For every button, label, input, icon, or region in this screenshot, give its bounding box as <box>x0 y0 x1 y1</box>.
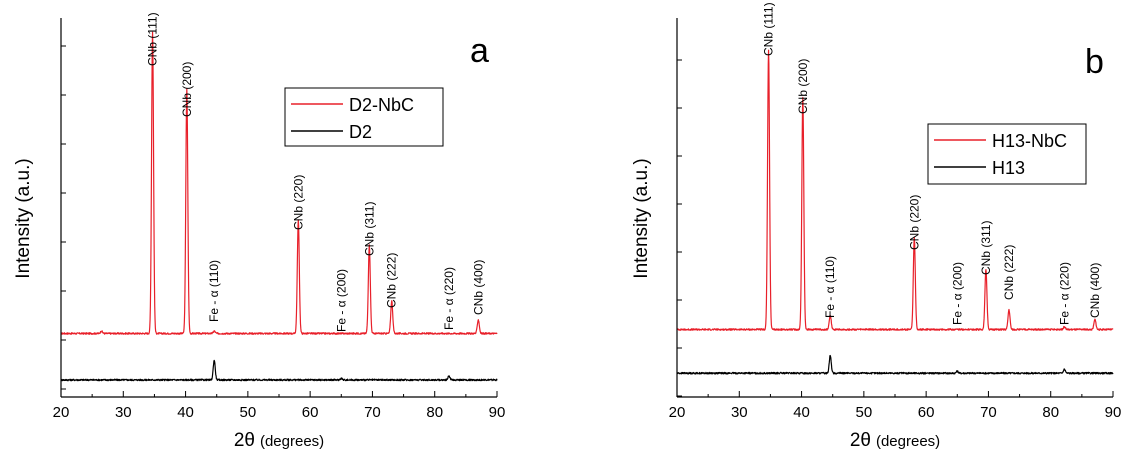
legend: H13-NbC H13 <box>927 123 1087 185</box>
panel-letter: a <box>470 32 489 70</box>
legend-entry: H13-NbC <box>992 131 1067 151</box>
peak-annotation: Fe - α (110) <box>207 260 221 322</box>
peak-annotation: CNb (311) <box>362 202 376 256</box>
peak-annotation: CNb (200) <box>180 62 194 117</box>
x-tick-label: 20 <box>53 404 70 421</box>
peak-annotation: Fe - α (200) <box>950 262 964 325</box>
peak-annotation: CNb (200) <box>796 59 810 114</box>
x-tick-label: 80 <box>1042 404 1059 421</box>
legend-entry: D2 <box>349 122 372 142</box>
legend-entry: D2-NbC <box>349 95 414 115</box>
x-axis-label-unit: (degrees) <box>260 433 324 450</box>
peak-annotation: CNb (400) <box>471 260 485 315</box>
peak-annotation: CNb (400) <box>1088 263 1102 318</box>
x-tick-label: 30 <box>115 404 132 421</box>
x-axis-label-symbol: 2θ <box>850 430 871 451</box>
legend-box <box>927 123 1087 185</box>
series-line-d2-nbc <box>60 31 498 335</box>
x-tick-label: 50 <box>240 404 257 421</box>
x-tick-label: 30 <box>731 404 748 421</box>
peak-annotation: CNb (311) <box>979 221 993 275</box>
peak-annotation: Fe - α (220) <box>1057 262 1071 325</box>
x-axis-label: 2θ (degrees) <box>234 430 324 451</box>
legend-entry: H13 <box>992 158 1025 178</box>
legend: D2-NbC D2 <box>284 87 444 147</box>
series-line-h13-nbc <box>676 49 1114 331</box>
x-tick-label: 60 <box>918 404 935 421</box>
series-line-d2 <box>60 359 498 382</box>
x-tick-label: 50 <box>856 404 873 421</box>
x-tick-label: 90 <box>1105 404 1122 421</box>
x-tick-label: 40 <box>793 404 810 421</box>
x-tick-label: 60 <box>302 404 319 421</box>
peak-annotation: Fe - α (110) <box>823 256 837 318</box>
peak-annotation: Fe - α (200) <box>334 269 348 332</box>
x-axis-label-unit: (degrees) <box>876 433 940 450</box>
x-tick-label: 80 <box>426 404 443 421</box>
y-axis-label: Intensity (a.u.) <box>13 158 34 278</box>
peak-annotation: CNb (222) <box>385 253 399 308</box>
chart-panel-a: 20 30 40 50 60 70 80 90 CNb (111) CNb (200) Fe - α… <box>13 12 505 451</box>
peak-annotation: CNb (222) <box>1002 245 1016 300</box>
panel-letter: b <box>1085 43 1104 81</box>
x-axis-label: 2θ (degrees) <box>850 430 940 451</box>
peak-annotation: CNb (220) <box>291 175 305 230</box>
peak-annotation: Fe - α (220) <box>442 267 456 330</box>
legend-box <box>284 87 444 147</box>
series-line-h13 <box>676 354 1114 375</box>
chart-panel-b: 20 30 40 50 60 70 80 90 CNb (111) CNb (200) Fe - α… <box>631 2 1121 451</box>
x-axis-label-symbol: 2θ <box>234 430 255 451</box>
y-axis-label: Intensity (a.u.) <box>631 158 652 278</box>
x-tick-label: 90 <box>489 404 506 421</box>
x-tick-label: 40 <box>177 404 194 421</box>
x-tick-label: 20 <box>669 404 686 421</box>
peak-annotation: CNb (220) <box>907 195 921 250</box>
peak-annotation: CNb (111) <box>146 12 160 66</box>
x-tick-label: 70 <box>364 404 381 421</box>
peak-annotation: CNb (111) <box>762 2 776 56</box>
x-tick-label: 70 <box>980 404 997 421</box>
